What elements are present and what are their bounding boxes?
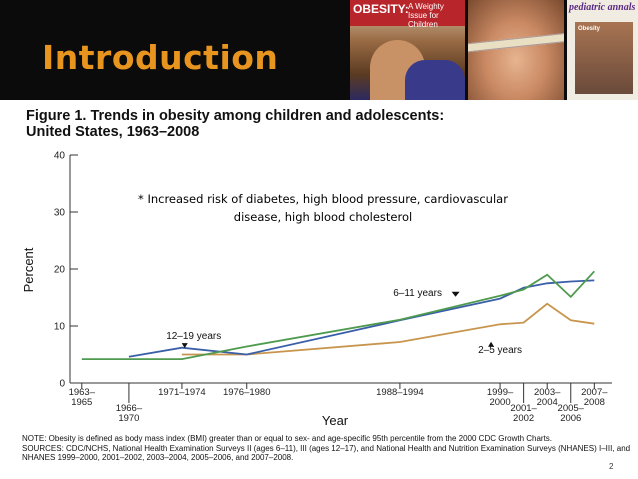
y-tick-label: 20: [54, 265, 66, 276]
figure-note: NOTE: Obesity is defined as body mass in…: [22, 434, 632, 463]
x-tick-label: 2004: [537, 397, 558, 408]
x-tick-label: 1963–: [69, 387, 96, 398]
x-tick-label: 2002: [513, 413, 534, 424]
y-tick-label: 40: [54, 151, 66, 162]
x-axis-label: Year: [322, 413, 349, 428]
y-tick-label: 0: [59, 379, 65, 390]
slide-title: Introduction: [42, 38, 279, 77]
note-definition: NOTE: Obesity is defined as body mass in…: [22, 434, 553, 443]
series-label: 6–11 years: [393, 288, 442, 299]
journal-title: pediatric annals: [569, 2, 636, 13]
series-line-1: [128, 279, 595, 358]
x-tick-label: 2006: [560, 413, 581, 424]
cover-title: OBESITY:: [353, 2, 409, 16]
x-tick-label: 2008: [584, 397, 605, 408]
x-tick-label: 2005–: [558, 403, 585, 414]
annotation-line1: * Increased risk of diabetes, high blood…: [138, 192, 508, 206]
x-tick-label: 1965: [71, 397, 92, 408]
cover-photo: [575, 22, 633, 94]
x-tick-label: 1976–1980: [223, 387, 271, 398]
slide-number: 2: [609, 462, 614, 471]
x-tick-label: 2003–: [534, 387, 561, 398]
pediatric-annals-cover-image: pediatric annals Obesity: [567, 0, 638, 100]
figure-title-line2: United States, 1963–2008: [26, 124, 200, 140]
series-label-pointer: [181, 343, 188, 349]
x-tick-label: 1970: [118, 413, 139, 424]
series-label: 2–5 years: [478, 345, 522, 356]
x-tick-label: 1966–: [116, 403, 143, 414]
note-sources: SOURCES: CDC/NCHS, National Health Exami…: [22, 443, 631, 463]
x-tick-label: 1988–1994: [376, 387, 424, 398]
y-tick-label: 10: [54, 322, 66, 333]
risk-annotation: * Increased risk of diabetes, high blood…: [88, 190, 558, 226]
y-axis-label: Percent: [21, 247, 36, 292]
measuring-tape-image: [468, 0, 564, 100]
x-tick-label: 1999–: [487, 387, 514, 398]
series-label-pointer: [451, 291, 460, 297]
cover-banner: [350, 0, 465, 26]
figure-title: Figure 1. Trends in obesity among childr…: [26, 108, 586, 140]
annotation-line2: disease, high blood cholesterol: [233, 210, 413, 224]
child-shirt: [405, 60, 465, 100]
x-tick-label: 2000: [489, 397, 510, 408]
y-tick-label: 30: [54, 208, 66, 219]
x-tick-label: 2007–: [581, 387, 608, 398]
series-label-pointer: [488, 341, 495, 347]
x-tick-label: 1971–1974: [158, 387, 206, 398]
x-tick-label: 2001–: [510, 403, 537, 414]
series-line-2: [81, 270, 595, 361]
series-line-0: [181, 302, 595, 356]
figure-title-line1: Figure 1. Trends in obesity among childr…: [26, 108, 445, 124]
cover-topic: Obesity: [578, 26, 601, 32]
series-label: 12–19 years: [166, 331, 221, 342]
obesity-cover-image: OBESITY: A Weighty Issue for Children: [350, 0, 465, 100]
cover-subtitle: A Weighty Issue for Children: [408, 2, 444, 29]
